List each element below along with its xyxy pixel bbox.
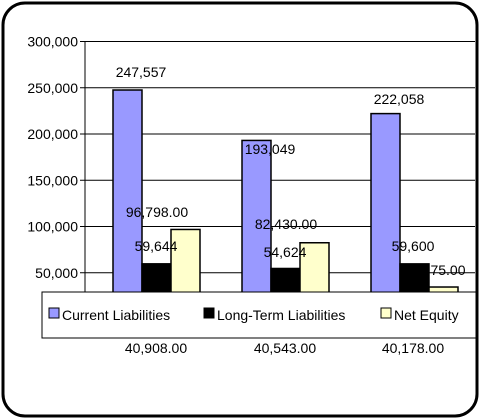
legend: Current Liabilities Long-Term Liabilities… [41, 291, 477, 339]
data-label: 59,644 [135, 238, 178, 254]
legend-box [41, 291, 477, 339]
legend-entry: Current Liabilities [62, 307, 170, 323]
data-label: 75.00 [430, 262, 465, 278]
bar-current-liabilities [370, 112, 401, 320]
data-label: 54,624 [264, 244, 307, 260]
y-tick-labels: 300,000 250,000 200,000 150,000 100,000 50,00… [27, 34, 78, 281]
legend-swatch [48, 307, 60, 319]
data-label: 193,049 [245, 141, 296, 157]
bars [112, 89, 459, 320]
bar-current-liabilities [112, 89, 143, 320]
legend-swatch [380, 307, 392, 319]
category-label: 40,908.00 [125, 340, 187, 356]
y-tick-label: 200,000 [27, 126, 78, 142]
category-label: 40,543.00 [254, 340, 316, 356]
category-labels: 40,908.00 40,543.00 40,178.00 [125, 340, 444, 356]
y-tick-label: 100,000 [27, 219, 78, 235]
y-tick-label: 250,000 [27, 80, 78, 96]
legend-entry: Net Equity [394, 307, 459, 323]
bar-current-liabilities [241, 139, 272, 320]
legend-entry: Long-Term Liabilities [217, 307, 345, 323]
y-tick-label: 150,000 [27, 172, 78, 188]
data-label: 82,430.00 [255, 216, 317, 232]
data-label: 247,557 [116, 64, 167, 80]
legend-swatch [203, 307, 215, 319]
category-label: 40,178.00 [382, 340, 444, 356]
data-label: 222,058 [374, 91, 425, 107]
y-tick-label: 300,000 [27, 34, 78, 50]
y-tick-label: 50,000 [35, 265, 78, 281]
data-label: 96,798.00 [126, 204, 188, 220]
data-label: 59,600 [392, 238, 435, 254]
data-labels: 247,557 193,049 222,058 59,644 54,624 59,600 9… [116, 64, 466, 278]
